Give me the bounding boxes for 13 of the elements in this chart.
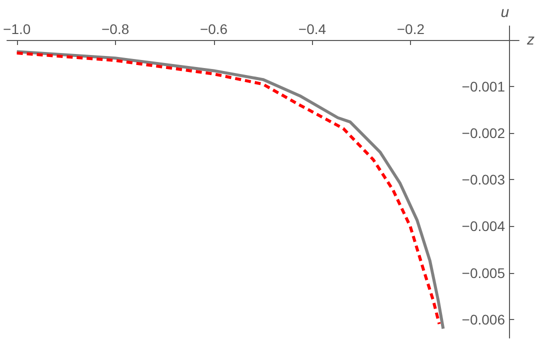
x-tick-label: −0.6 [200,20,228,37]
x-axis-title: z [526,31,535,48]
y-tick-label: −0.002 [462,125,506,142]
x-tick-label: −0.4 [298,20,326,37]
y-tick-label: −0.004 [462,218,506,234]
y-tick-label: −0.006 [462,311,506,328]
y-tick-label: −0.005 [462,264,506,281]
x-tick-label: −0.2 [396,20,425,37]
y-tick-label: −0.001 [462,78,506,95]
y-axis-title: u [500,4,510,21]
x-tick-label: −1.0 [3,20,31,37]
x-tick-label: −0.8 [101,20,130,37]
y-tick-label: −0.003 [462,172,506,188]
